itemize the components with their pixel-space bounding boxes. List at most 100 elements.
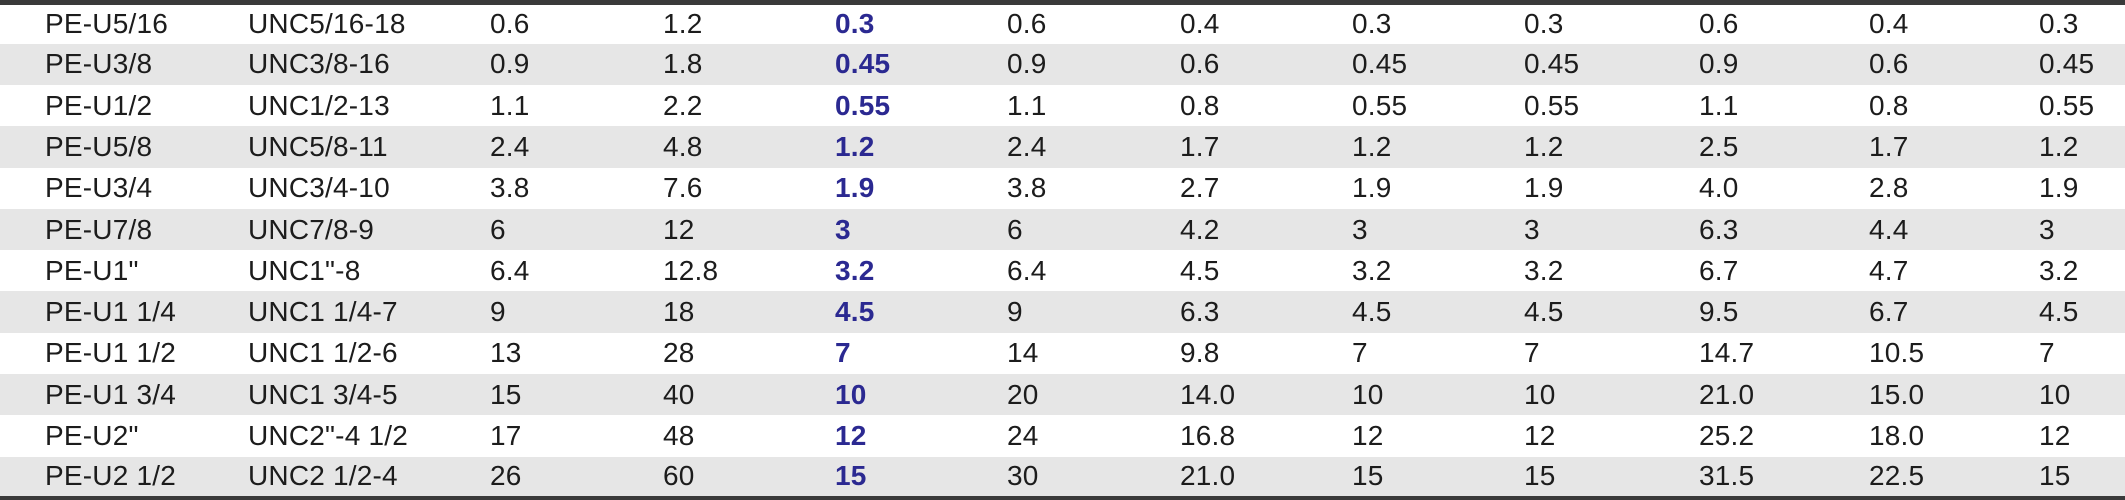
table-row: PE-U5/16 UNC5/16-18 0.6 1.2 0.3 0.6 0.4 0.3 0.3 0… [0,3,2125,44]
cell-value-3-highlight: 3.2 [835,254,875,286]
cell-value-9: 1.7 [1869,130,1909,162]
cell-value-3-highlight: 0.45 [835,48,891,80]
cell-pe-model: PE-U1 1/4 [45,296,176,328]
cell-value-3-highlight: 3 [835,213,851,245]
cell-value-5: 9.8 [1180,337,1220,369]
cell-value-7: 1.2 [1524,130,1564,162]
cell-pe-model: PE-U3/8 [45,48,153,80]
cell-value-5: 0.6 [1180,48,1220,80]
cell-value-4: 3.8 [1007,172,1047,204]
cell-value-1: 26 [490,460,522,492]
cell-value-9: 4.7 [1869,254,1909,286]
cell-unc-thread: UNC3/8-16 [248,48,390,80]
cell-value-10: 0.45 [2039,48,2095,80]
cell-value-9: 0.4 [1869,8,1909,40]
cell-value-1: 3.8 [490,172,530,204]
table-row: PE-U2" UNC2"-4 1/2 17 48 12 24 16.8 12 12 25.2 18.… [0,415,2125,456]
cell-value-3-highlight: 1.9 [835,172,875,204]
cell-value-3-highlight: 0.55 [835,89,891,121]
cell-value-3-highlight: 7 [835,337,851,369]
cell-unc-thread: UNC1"-8 [248,254,361,286]
cell-value-3-highlight: 10 [835,378,867,410]
cell-value-7: 7 [1524,337,1540,369]
cell-pe-model: PE-U7/8 [45,213,153,245]
cell-unc-thread: UNC3/4-10 [248,172,390,204]
cell-value-10: 1.9 [2039,172,2079,204]
cell-value-7: 10 [1524,378,1556,410]
table-row: PE-U1" UNC1"-8 6.4 12.8 3.2 6.4 4.5 3.2 3.2 6.7 4.… [0,250,2125,291]
cell-value-6: 1.2 [1352,130,1392,162]
cell-value-4: 1.1 [1007,89,1047,121]
cell-value-5: 4.2 [1180,213,1220,245]
cell-pe-model: PE-U2" [45,419,139,451]
cell-unc-thread: UNC1/2-13 [248,89,390,121]
table-row: PE-U1 3/4 UNC1 3/4-5 15 40 10 20 14.0 10 10 21.0 1… [0,374,2125,416]
cell-value-6: 10 [1352,378,1384,410]
cell-value-2: 7.6 [663,172,703,204]
cell-value-4: 2.4 [1007,130,1047,162]
cell-value-4: 9 [1007,296,1023,328]
cell-value-2: 12.8 [663,254,719,286]
spec-table-body: PE-U5/16 UNC5/16-18 0.6 1.2 0.3 0.6 0.4 0.3 0.3 0… [0,3,2125,498]
cell-value-2: 28 [663,337,695,369]
table-row: PE-U3/4 UNC3/4-10 3.8 7.6 1.9 3.8 2.7 1.9 1.9 4.0… [0,168,2125,209]
cell-value-1: 1.1 [490,89,530,121]
cell-value-1: 17 [490,419,522,451]
cell-value-3-highlight: 15 [835,460,867,492]
cell-value-1: 6 [490,213,506,245]
cell-value-9: 0.8 [1869,89,1909,121]
cell-value-7: 0.55 [1524,89,1580,121]
table-row: PE-U1/2 UNC1/2-13 1.1 2.2 0.55 1.1 0.8 0.55 0.55… [0,85,2125,126]
cell-value-6: 0.3 [1352,8,1392,40]
cell-value-1: 15 [490,378,522,410]
cell-value-7: 0.45 [1524,48,1580,80]
cell-value-8: 25.2 [1699,419,1755,451]
cell-pe-model: PE-U1 3/4 [45,378,176,410]
cell-value-4: 6.4 [1007,254,1047,286]
cell-value-8: 0.6 [1699,8,1739,40]
cell-value-1: 13 [490,337,522,369]
cell-value-9: 6.7 [1869,296,1909,328]
table-row: PE-U1 1/4 UNC1 1/4-7 9 18 4.5 9 6.3 4.5 4.5 9.5 6.… [0,291,2125,333]
cell-value-5: 0.4 [1180,8,1220,40]
cell-pe-model: PE-U2 1/2 [45,460,176,492]
cell-value-10: 7 [2039,337,2055,369]
cell-value-4: 0.9 [1007,48,1047,80]
cell-value-2: 1.8 [663,48,703,80]
table-row: PE-U1 1/2 UNC1 1/2-6 13 28 7 14 9.8 7 7 14.7 10.5 7 [0,333,2125,374]
cell-unc-thread: UNC1 3/4-5 [248,378,398,410]
cell-value-4: 14 [1007,337,1039,369]
cell-value-2: 1.2 [663,8,703,40]
cell-value-8: 4.0 [1699,172,1739,204]
cell-value-5: 14.0 [1180,378,1236,410]
cell-value-10: 0.3 [2039,8,2079,40]
cell-value-9: 10.5 [1869,337,1925,369]
cell-value-8: 1.1 [1699,89,1739,121]
cell-value-5: 4.5 [1180,254,1220,286]
cell-value-2: 48 [663,419,695,451]
cell-value-2: 2.2 [663,89,703,121]
cell-value-6: 7 [1352,337,1368,369]
cell-value-10: 4.5 [2039,296,2079,328]
cell-pe-model: PE-U5/8 [45,130,153,162]
cell-value-8: 9.5 [1699,296,1739,328]
cell-value-4: 0.6 [1007,8,1047,40]
cell-value-10: 0.55 [2039,89,2095,121]
cell-pe-model: PE-U5/16 [45,8,168,40]
cell-value-6: 4.5 [1352,296,1392,328]
table-row: PE-U5/8 UNC5/8-11 2.4 4.8 1.2 2.4 1.7 1.2 1.2 2.5… [0,126,2125,168]
cell-value-3-highlight: 12 [835,419,867,451]
cell-value-5: 2.7 [1180,172,1220,204]
cell-value-9: 18.0 [1869,419,1925,451]
cell-value-1: 0.9 [490,48,530,80]
cell-value-4: 6 [1007,213,1023,245]
cell-value-10: 3.2 [2039,254,2079,286]
cell-value-7: 3 [1524,213,1540,245]
cell-value-2: 12 [663,213,695,245]
cell-value-8: 0.9 [1699,48,1739,80]
cell-value-10: 3 [2039,213,2055,245]
cell-value-1: 9 [490,296,506,328]
cell-value-8: 21.0 [1699,378,1755,410]
cell-value-10: 12 [2039,419,2071,451]
